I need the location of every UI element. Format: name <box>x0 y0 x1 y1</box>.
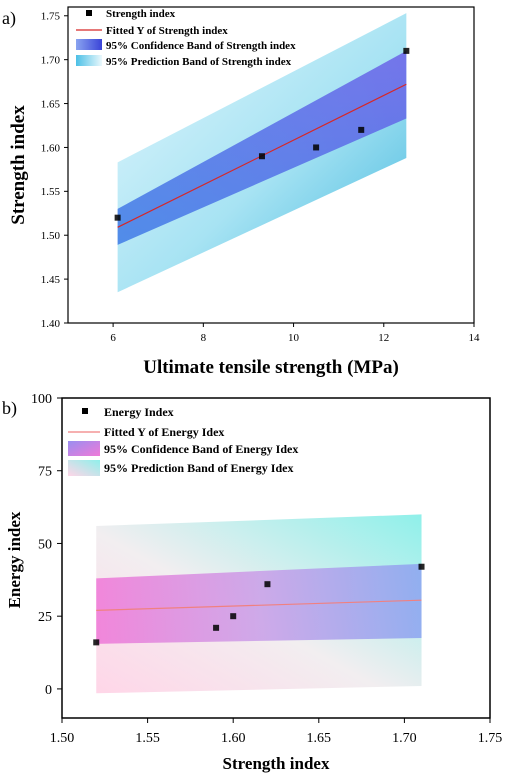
chart-a-legend-marker-prediction <box>76 55 102 66</box>
chart-a-x-tick-label: 10 <box>288 332 300 344</box>
chart-b-x-tick-label: 1.50 <box>50 731 75 746</box>
chart-b-y-tick-label: 100 <box>31 392 52 407</box>
chart-a-legend-label-prediction: 95% Prediction Band of Strength index <box>106 56 292 68</box>
chart-b-x-tick-label: 1.65 <box>307 731 332 746</box>
chart-b-y-tick-label: 75 <box>38 465 52 480</box>
chart-b-data-point <box>93 639 100 646</box>
chart-a-y-tick-label: 1.55 <box>41 186 61 198</box>
chart-b-x-tick-label: 1.60 <box>221 731 246 746</box>
chart-b-legend-marker-confidence <box>68 441 100 456</box>
chart-a-legend-marker-confidence <box>76 39 102 50</box>
chart-a-legend-label-confidence: 95% Confidence Band of Strength index <box>106 40 296 52</box>
chart-a-legend: Strength index Fitted Y of Strength inde… <box>76 8 296 68</box>
chart-a-legend-label-fit: Fitted Y of Strength index <box>106 25 228 37</box>
chart-a-y-axis-title: Strength index <box>8 105 29 225</box>
chart-a: 6 8 10 12 14 1.40 1.45 1.50 1.55 1.60 1.65 1.70 1.7… <box>8 6 481 378</box>
chart-a-x-tick-label: 12 <box>378 332 389 344</box>
chart-b-legend-label-points: Energy Index <box>104 405 174 419</box>
chart-a-data-point <box>403 47 410 54</box>
chart-b-y-tick-label: 50 <box>38 537 52 552</box>
chart-b-data-point <box>213 624 220 631</box>
chart-a-x-axis-title: Ultimate tensile strength (MPa) <box>143 357 399 378</box>
chart-a-confidence-band <box>117 50 407 245</box>
chart-b-legend-label-prediction: 95% Prediction Band of Energy Idex <box>104 461 293 475</box>
chart-a-y-tick-label: 1.75 <box>41 11 61 23</box>
chart-b-data-point <box>230 613 237 620</box>
chart-a-data-point <box>313 144 320 151</box>
chart-a-x-tick-label: 14 <box>469 332 481 344</box>
chart-a-y-tick-label: 1.45 <box>41 274 61 286</box>
chart-a-legend-label-points: Strength index <box>106 8 176 20</box>
chart-b-x-tick-label: 1.75 <box>478 731 503 746</box>
chart-a-x-tick-label: 8 <box>201 332 207 344</box>
panel-a-label: a) <box>2 8 16 29</box>
chart-a-y-tick-label: 1.65 <box>41 98 61 110</box>
chart-a-data-point <box>358 126 365 133</box>
chart-b-x-axis-title: Strength index <box>223 754 330 773</box>
chart-b-y-tick-label: 25 <box>38 610 52 625</box>
chart-b-data-point <box>418 563 425 570</box>
chart-a-y-tick-label: 1.50 <box>41 230 61 242</box>
chart-b-confidence-band <box>96 563 422 644</box>
chart-a-x-tick-label: 6 <box>110 332 116 344</box>
chart-a-y-tick-label: 1.70 <box>41 55 61 67</box>
chart-a-plot-frame <box>67 6 475 324</box>
chart-b-legend-marker-points <box>82 408 88 414</box>
chart-a-data-point <box>114 214 121 221</box>
chart-b-fitted-line <box>96 599 422 611</box>
chart-a-y-tick-label: 1.60 <box>41 142 61 154</box>
chart-b-legend-label-confidence: 95% Confidence Band of Energy Idex <box>104 442 298 456</box>
chart-b-x-tick-label: 1.70 <box>392 731 417 746</box>
chart-b-y-axis-title: Energy index <box>5 511 24 608</box>
chart-b-plot-frame <box>61 397 491 719</box>
chart-b: 1.50 1.55 1.60 1.65 1.70 1.75 0 25 50 75 100 Stre… <box>5 392 502 773</box>
chart-b-legend-label-fit: Fitted Y of Energy Idex <box>104 425 224 439</box>
panel-b-label: b) <box>2 398 17 419</box>
chart-b-legend-marker-prediction <box>68 460 100 476</box>
chart-b-x-tick-label: 1.55 <box>135 731 160 746</box>
chart-b-y-tick-label: 0 <box>45 683 52 698</box>
chart-b-legend: Energy Index Fitted Y of Energy Idex 95%… <box>68 405 298 476</box>
chart-b-data-point <box>264 581 271 588</box>
chart-a-legend-marker-points <box>86 10 92 16</box>
chart-a-y-tick-label: 1.40 <box>41 318 61 330</box>
chart-a-data-point <box>258 153 265 160</box>
